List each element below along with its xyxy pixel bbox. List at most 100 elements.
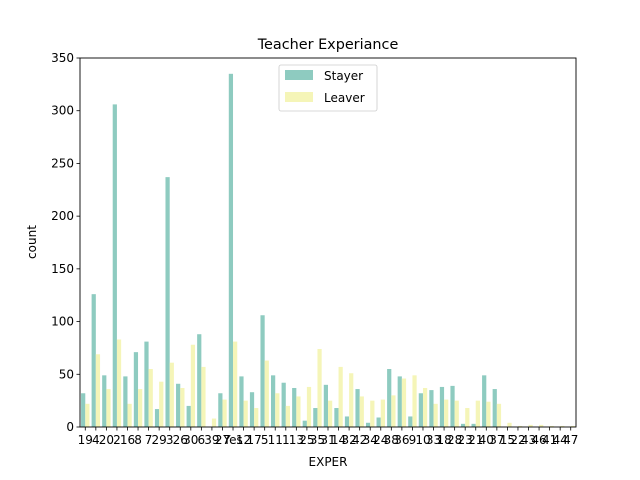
bar-leaver-11 bbox=[275, 393, 280, 427]
x-tick-label: 33 bbox=[426, 433, 441, 447]
bar-leaver-21 bbox=[475, 400, 480, 427]
bar-stayer-1 bbox=[281, 382, 286, 427]
bar-leaver-16 bbox=[127, 403, 132, 427]
bar-leaver-2 bbox=[116, 339, 122, 427]
y-tick-label: 200 bbox=[51, 209, 74, 223]
bar-leaver-41 bbox=[549, 425, 554, 427]
bar-stayer-17 bbox=[249, 392, 255, 427]
x-tick-label: 12 bbox=[236, 433, 251, 447]
bar-stayer-23 bbox=[460, 423, 466, 427]
bar-stayer-31 bbox=[323, 384, 328, 427]
bar-stayer-5 bbox=[260, 315, 265, 427]
x-tick-label: 24 bbox=[373, 433, 388, 447]
x-tick-label: 25 bbox=[299, 433, 314, 447]
legend-swatch-leaver bbox=[285, 92, 313, 102]
bar-stayer-13 bbox=[292, 387, 297, 427]
bar-leaver-13 bbox=[296, 396, 301, 427]
bar-stayer-7 bbox=[144, 341, 149, 427]
bar-leaver-40 bbox=[486, 401, 491, 427]
bar-stayer-2 bbox=[112, 104, 117, 427]
bar-leaver-46 bbox=[539, 424, 544, 427]
x-tick-label: 8 bbox=[134, 433, 142, 447]
x-tick-label: 43 bbox=[521, 433, 536, 447]
x-tick-label: 41 bbox=[542, 433, 557, 447]
bar-stayer-34 bbox=[365, 422, 371, 427]
x-tick-label: 26 bbox=[173, 433, 188, 447]
x-tick-label: 37 bbox=[489, 433, 504, 447]
bar-stayer-3 bbox=[165, 177, 170, 427]
bar-leaver-8 bbox=[138, 389, 143, 427]
x-tick-label: 35 bbox=[310, 433, 325, 447]
bar-stayer-26 bbox=[176, 383, 181, 427]
legend-label-stayer: Stayer bbox=[324, 69, 363, 83]
bar-leaver-19 bbox=[85, 403, 90, 427]
x-tick-label: 32 bbox=[341, 433, 356, 447]
y-tick-label: 100 bbox=[51, 315, 74, 329]
bar-stayer-21 bbox=[471, 423, 476, 427]
bar-stayer-29 bbox=[154, 409, 160, 427]
bar-leaver-10 bbox=[422, 387, 428, 427]
x-tick-label: 27 bbox=[215, 433, 230, 447]
y-tick-label: 150 bbox=[51, 262, 74, 276]
bar-leaver-1 bbox=[285, 405, 291, 427]
x-tick-label: 38 bbox=[384, 433, 399, 447]
x-tick-label: 46 bbox=[531, 433, 546, 447]
bar-leaver-30 bbox=[190, 344, 196, 427]
bar-stayer-36 bbox=[397, 376, 402, 427]
bar-leaver-47 bbox=[570, 425, 575, 427]
x-tick-label: Yes bbox=[222, 433, 242, 447]
bar-leaver-7 bbox=[148, 369, 153, 427]
bar-leaver-6 bbox=[201, 366, 206, 427]
x-tick-label: 16 bbox=[120, 433, 135, 447]
bar-leaver-31 bbox=[328, 400, 333, 427]
bar-leaver-26 bbox=[180, 387, 185, 427]
bar-leaver-Yes bbox=[233, 341, 238, 427]
x-tick-label: 9 bbox=[409, 433, 417, 447]
y-tick-label: 300 bbox=[51, 104, 74, 118]
bar-leaver-22 bbox=[517, 425, 523, 427]
y-axis-label: count bbox=[25, 225, 39, 259]
x-axis-label: EXPER bbox=[309, 455, 348, 469]
bar-leaver-18 bbox=[444, 399, 449, 427]
bar-leaver-32 bbox=[349, 373, 354, 427]
bar-leaver-25 bbox=[306, 386, 312, 427]
bar-leaver-33 bbox=[433, 403, 438, 427]
y-tick-label: 350 bbox=[51, 51, 74, 65]
bar-stayer-10 bbox=[418, 393, 423, 427]
bar-leaver-3 bbox=[169, 362, 174, 427]
y-tick-label: 0 bbox=[66, 420, 74, 434]
bar-stayer-19 bbox=[81, 393, 86, 427]
x-tick-label: 23 bbox=[458, 433, 473, 447]
x-tick-label: 20 bbox=[99, 433, 114, 447]
bar-stayer-37 bbox=[492, 389, 497, 427]
bar-leaver-39 bbox=[211, 418, 217, 427]
bar-stayer-9 bbox=[408, 416, 413, 427]
bar-leaver-23 bbox=[465, 408, 470, 427]
legend: Stayer Leaver bbox=[278, 64, 378, 112]
x-tick-label: 36 bbox=[394, 433, 409, 447]
x-tick-label: 17 bbox=[246, 433, 261, 447]
bar-leaver-17 bbox=[254, 408, 259, 427]
x-tick-label: 13 bbox=[289, 433, 304, 447]
bar-stayer-20 bbox=[102, 375, 107, 427]
bar-stayer-32 bbox=[344, 416, 350, 427]
legend-swatch-stayer bbox=[285, 70, 313, 80]
chart-title: Teacher Experiance bbox=[257, 37, 399, 53]
bar-stayer-35 bbox=[313, 408, 318, 427]
x-tick-label: 6 bbox=[198, 433, 206, 447]
bar-stayer-Yes bbox=[228, 73, 234, 427]
bar-leaver-24 bbox=[380, 399, 385, 427]
bar-stayer-4 bbox=[91, 294, 96, 427]
y-axis: 0 50 100 150 200 250 300 350 bbox=[51, 51, 80, 434]
bar-stayer-12 bbox=[239, 376, 244, 427]
x-tick-label: 5 bbox=[261, 433, 269, 447]
bar-stayer-11 bbox=[271, 375, 276, 427]
x-tick-label: 14 bbox=[331, 433, 346, 447]
y-tick-label: 50 bbox=[59, 367, 74, 381]
bar-stayer-18 bbox=[439, 386, 445, 427]
x-tick-label: 30 bbox=[183, 433, 198, 447]
bar-stayer-6 bbox=[197, 334, 202, 427]
bar-leaver-5 bbox=[264, 360, 269, 427]
bar-leaver-37 bbox=[496, 403, 502, 427]
bar-leaver-38 bbox=[391, 395, 396, 427]
